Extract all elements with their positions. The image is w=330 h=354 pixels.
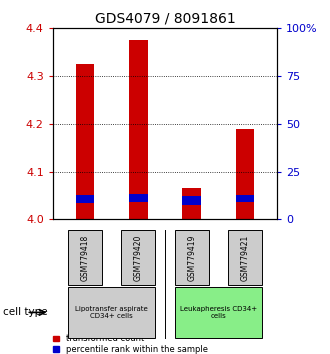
Bar [129, 40, 148, 219]
Bar [182, 188, 201, 219]
Text: GSM779420: GSM779420 [134, 234, 143, 281]
Title: GDS4079 / 8091861: GDS4079 / 8091861 [95, 12, 235, 26]
Bar [76, 64, 94, 219]
Text: Lipotransfer aspirate
CD34+ cells: Lipotransfer aspirate CD34+ cells [75, 306, 148, 319]
Text: Leukapheresis CD34+
cells: Leukapheresis CD34+ cells [180, 306, 257, 319]
Text: cell type: cell type [3, 307, 48, 318]
Text: GSM779418: GSM779418 [81, 234, 89, 281]
Bar [129, 194, 148, 202]
Text: GSM779419: GSM779419 [187, 234, 196, 281]
Bar [182, 195, 201, 205]
Legend: transformed count, percentile rank within the sample: transformed count, percentile rank withi… [53, 334, 208, 354]
Text: GSM779421: GSM779421 [241, 234, 249, 281]
Bar [76, 195, 94, 203]
Bar [236, 129, 254, 219]
Bar [236, 195, 254, 202]
